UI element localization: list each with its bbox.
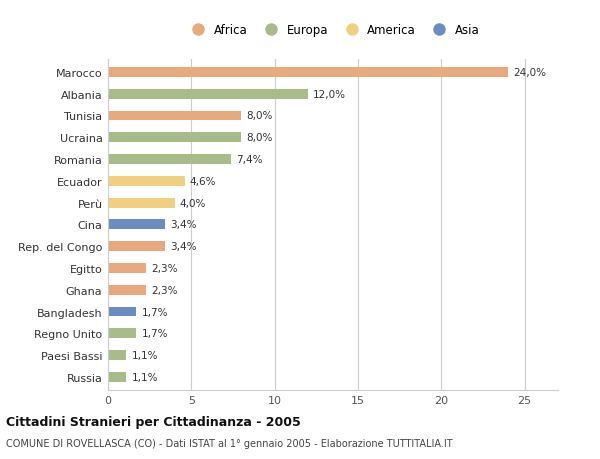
Bar: [108, 242, 164, 252]
Text: 4,0%: 4,0%: [179, 198, 206, 208]
Text: 1,7%: 1,7%: [142, 329, 168, 339]
Text: COMUNE DI ROVELLASCA (CO) - Dati ISTAT al 1° gennaio 2005 - Elaborazione TUTTITA: COMUNE DI ROVELLASCA (CO) - Dati ISTAT a…: [6, 438, 452, 448]
Bar: [108, 133, 241, 143]
Text: 8,0%: 8,0%: [247, 111, 273, 121]
Text: 3,4%: 3,4%: [170, 220, 196, 230]
Bar: [108, 372, 127, 382]
Bar: [108, 351, 127, 360]
Bar: [108, 155, 232, 165]
Text: 1,7%: 1,7%: [142, 307, 168, 317]
Bar: [108, 285, 146, 295]
Text: 1,1%: 1,1%: [131, 350, 158, 360]
Text: 1,1%: 1,1%: [131, 372, 158, 382]
Bar: [108, 220, 164, 230]
Bar: [108, 90, 308, 99]
Bar: [108, 198, 175, 208]
Text: 8,0%: 8,0%: [247, 133, 273, 143]
Text: 2,3%: 2,3%: [151, 263, 178, 274]
Bar: [108, 307, 136, 317]
Text: 7,4%: 7,4%: [236, 155, 263, 165]
Text: 4,6%: 4,6%: [190, 176, 216, 186]
Text: Cittadini Stranieri per Cittadinanza - 2005: Cittadini Stranieri per Cittadinanza - 2…: [6, 415, 301, 428]
Bar: [108, 111, 241, 121]
Text: 2,3%: 2,3%: [151, 285, 178, 295]
Legend: Africa, Europa, America, Asia: Africa, Europa, America, Asia: [182, 19, 484, 42]
Bar: [108, 68, 508, 78]
Text: 12,0%: 12,0%: [313, 90, 346, 100]
Bar: [108, 263, 146, 273]
Text: 3,4%: 3,4%: [170, 241, 196, 252]
Bar: [108, 329, 136, 339]
Text: 24,0%: 24,0%: [513, 68, 546, 78]
Bar: [108, 177, 185, 186]
